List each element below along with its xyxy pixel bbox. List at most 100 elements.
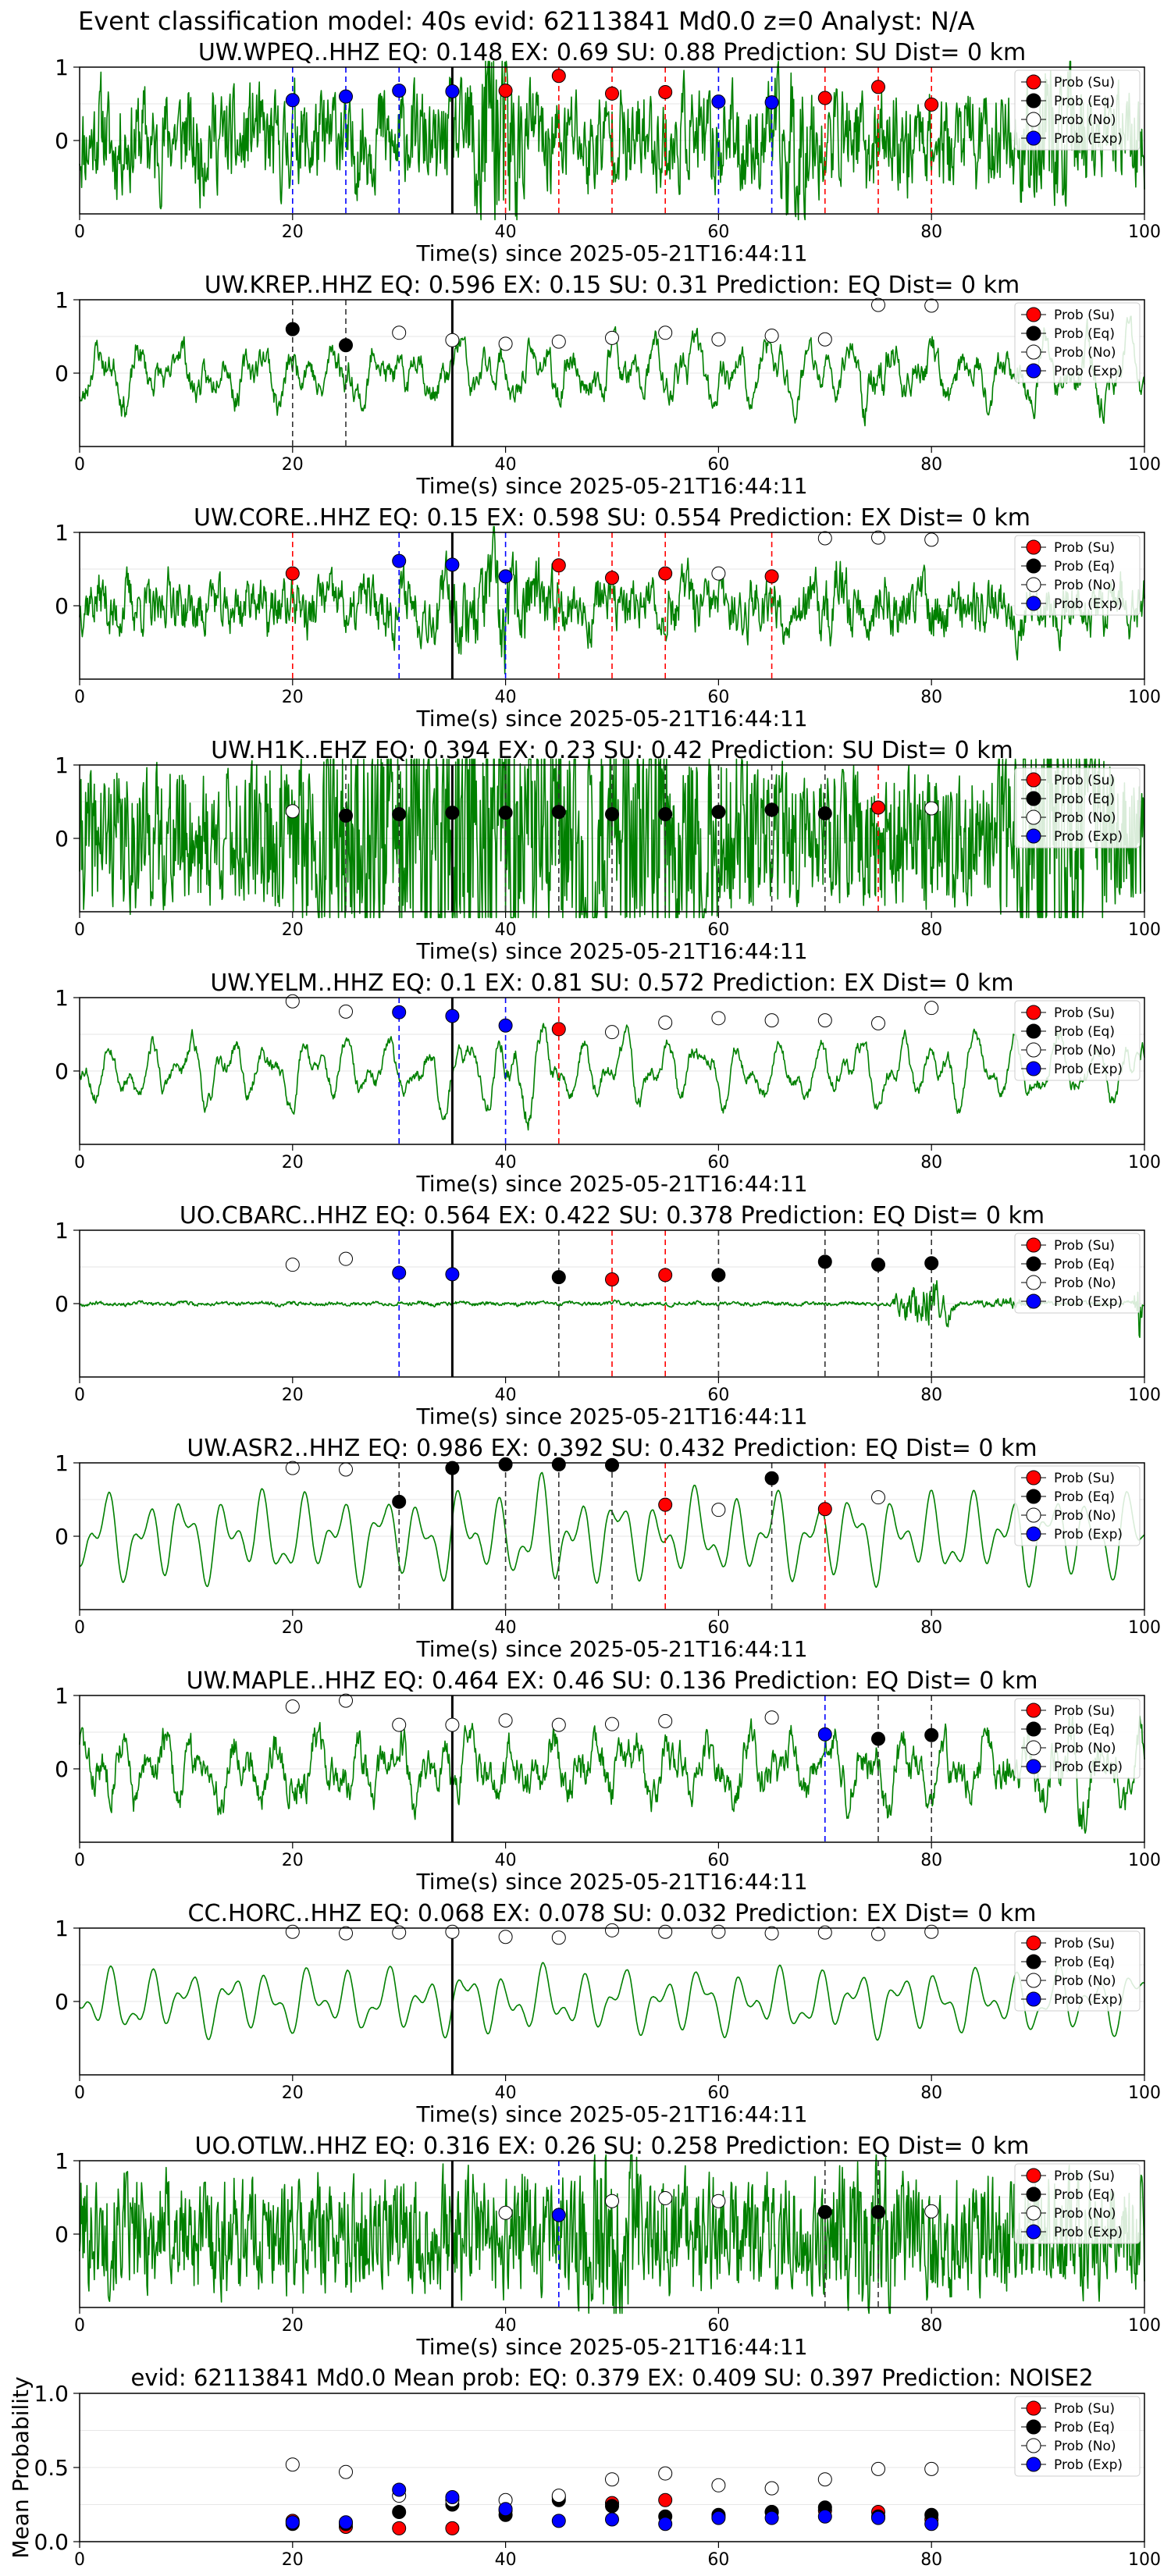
prob-point-exp bbox=[392, 1005, 407, 1019]
y-tick-label: 1 bbox=[55, 1450, 69, 1476]
x-tick-label: 0 bbox=[74, 1153, 85, 1172]
prob-point-no bbox=[817, 1925, 832, 1940]
mean-point-exp bbox=[817, 2509, 832, 2524]
x-tick-label: 100 bbox=[1128, 2316, 1161, 2336]
prob-point-su bbox=[605, 571, 619, 585]
panel-title: UW.KREP..HHZ EQ: 0.596 EX: 0.15 SU: 0.31… bbox=[205, 272, 1020, 299]
x-tick-label: 0 bbox=[74, 688, 85, 707]
legend-marker-no bbox=[1026, 1740, 1041, 1756]
legend-label-no: Prob (No) bbox=[1054, 1043, 1116, 1059]
prob-point-eq bbox=[339, 808, 353, 823]
y-tick-label: 0.0 bbox=[34, 2529, 69, 2555]
legend-label-su: Prob (Su) bbox=[1054, 1238, 1115, 1254]
x-axis-label: Time(s) since 2025-05-21T16:44:11 bbox=[415, 1404, 807, 1429]
legend-marker-no bbox=[1026, 344, 1041, 360]
prob-point-su bbox=[658, 566, 673, 581]
prob-point-no bbox=[498, 1713, 513, 1727]
prob-point-exp bbox=[445, 1267, 460, 1282]
legend-marker-no bbox=[1026, 1042, 1041, 1058]
legend-label-su: Prob (Su) bbox=[1054, 2169, 1115, 2184]
prob-point-no bbox=[285, 1924, 300, 1939]
legend-label-eq: Prob (Eq) bbox=[1054, 559, 1115, 575]
legend-box bbox=[1014, 302, 1141, 383]
prob-point-no bbox=[817, 332, 832, 347]
x-tick-label: 100 bbox=[1128, 920, 1161, 940]
mean-point-exp bbox=[392, 2482, 407, 2497]
waveform-trace bbox=[79, 1962, 1145, 2041]
legend-marker-exp bbox=[1026, 1759, 1041, 1774]
prob-point-no bbox=[658, 1015, 673, 1030]
x-tick-label: 40 bbox=[495, 222, 517, 242]
mean-point-exp bbox=[498, 2502, 513, 2517]
x-tick-label: 0 bbox=[74, 455, 85, 475]
x-tick-label: 60 bbox=[707, 1851, 729, 1870]
x-tick-label: 20 bbox=[282, 2083, 304, 2103]
x-tick-label: 80 bbox=[920, 222, 942, 242]
prob-point-eq bbox=[498, 1457, 513, 1471]
prob-point-no bbox=[392, 326, 407, 340]
mean-point-no bbox=[605, 2472, 619, 2487]
station-panel: UW.KREP..HHZ EQ: 0.596 EX: 0.15 SU: 0.31… bbox=[55, 272, 1161, 499]
prob-point-exp bbox=[339, 89, 353, 104]
prob-point-no bbox=[551, 1930, 566, 1945]
prob-point-eq bbox=[658, 806, 673, 821]
mean-point-eq bbox=[605, 2499, 619, 2514]
legend-box bbox=[1014, 69, 1141, 151]
legend-marker-eq bbox=[1026, 1721, 1041, 1737]
panel-title: UW.WPEQ..HHZ EQ: 0.148 EX: 0.69 SU: 0.88… bbox=[198, 39, 1026, 66]
prob-point-su bbox=[658, 84, 673, 99]
x-tick-label: 80 bbox=[920, 2550, 942, 2570]
x-tick-label: 80 bbox=[920, 1386, 942, 1405]
mean-point-exp bbox=[605, 2512, 619, 2527]
legend-marker-exp bbox=[1026, 2224, 1041, 2240]
x-tick-label: 100 bbox=[1128, 1386, 1161, 1405]
prob-point-no bbox=[605, 330, 619, 345]
legend-label-eq: Prob (Eq) bbox=[1054, 1257, 1115, 1272]
legend-label-exp: Prob (Exp) bbox=[1054, 1759, 1123, 1775]
legend-box bbox=[1014, 1465, 1141, 1546]
prob-point-no bbox=[285, 804, 300, 819]
legend-box bbox=[1014, 1698, 1141, 1779]
x-tick-label: 60 bbox=[707, 688, 729, 707]
prob-point-no bbox=[817, 1013, 832, 1028]
prob-point-eq bbox=[551, 805, 566, 820]
prob-point-no bbox=[339, 1693, 353, 1708]
prob-point-no bbox=[817, 531, 832, 546]
legend-label-eq: Prob (Eq) bbox=[1054, 1955, 1115, 1970]
x-tick-label: 20 bbox=[282, 920, 304, 940]
prob-point-eq bbox=[817, 1254, 832, 1269]
mean-point-exp bbox=[285, 2515, 300, 2530]
legend-box bbox=[1014, 767, 1141, 849]
legend-label-su: Prob (Su) bbox=[1054, 1005, 1115, 1021]
prob-point-su bbox=[658, 1268, 673, 1283]
legend-label-su: Prob (Su) bbox=[1054, 1703, 1115, 1719]
x-tick-label: 60 bbox=[707, 2083, 729, 2103]
prob-point-su bbox=[817, 1502, 832, 1517]
prob-point-no bbox=[445, 333, 460, 347]
x-axis-label: Time(s) since 2025-05-21T16:44:11 bbox=[415, 1869, 807, 1895]
prob-point-no bbox=[658, 326, 673, 340]
y-tick-label: 0 bbox=[55, 593, 69, 619]
station-panel: UW.CORE..HHZ EQ: 0.15 EX: 0.598 SU: 0.55… bbox=[55, 504, 1161, 731]
x-tick-label: 20 bbox=[282, 688, 304, 707]
y-tick-label: 1 bbox=[55, 520, 69, 546]
legend-label-eq: Prob (Eq) bbox=[1054, 2187, 1115, 2203]
x-tick-label: 80 bbox=[920, 920, 942, 940]
legend-box bbox=[1014, 2396, 1141, 2477]
x-tick-label: 20 bbox=[282, 1153, 304, 1172]
prob-point-exp bbox=[392, 1265, 407, 1280]
prob-point-no bbox=[764, 1710, 779, 1725]
legend-label-su: Prob (Su) bbox=[1054, 308, 1115, 323]
x-axis-label: Time(s) since 2025-05-21T16:44:11 bbox=[415, 2334, 807, 2360]
prob-point-no bbox=[498, 2205, 513, 2220]
prob-point-exp bbox=[392, 84, 407, 98]
legend-label-exp: Prob (Exp) bbox=[1054, 1062, 1123, 1077]
y-tick-label: 0 bbox=[55, 1059, 69, 1084]
prob-point-eq bbox=[817, 806, 832, 821]
prob-point-no bbox=[285, 1699, 300, 1714]
legend-marker-exp bbox=[1026, 363, 1041, 379]
legend-label-eq: Prob (Eq) bbox=[1054, 1722, 1115, 1738]
legend-label-exp: Prob (Exp) bbox=[1054, 596, 1123, 612]
x-tick-label: 40 bbox=[495, 688, 517, 707]
